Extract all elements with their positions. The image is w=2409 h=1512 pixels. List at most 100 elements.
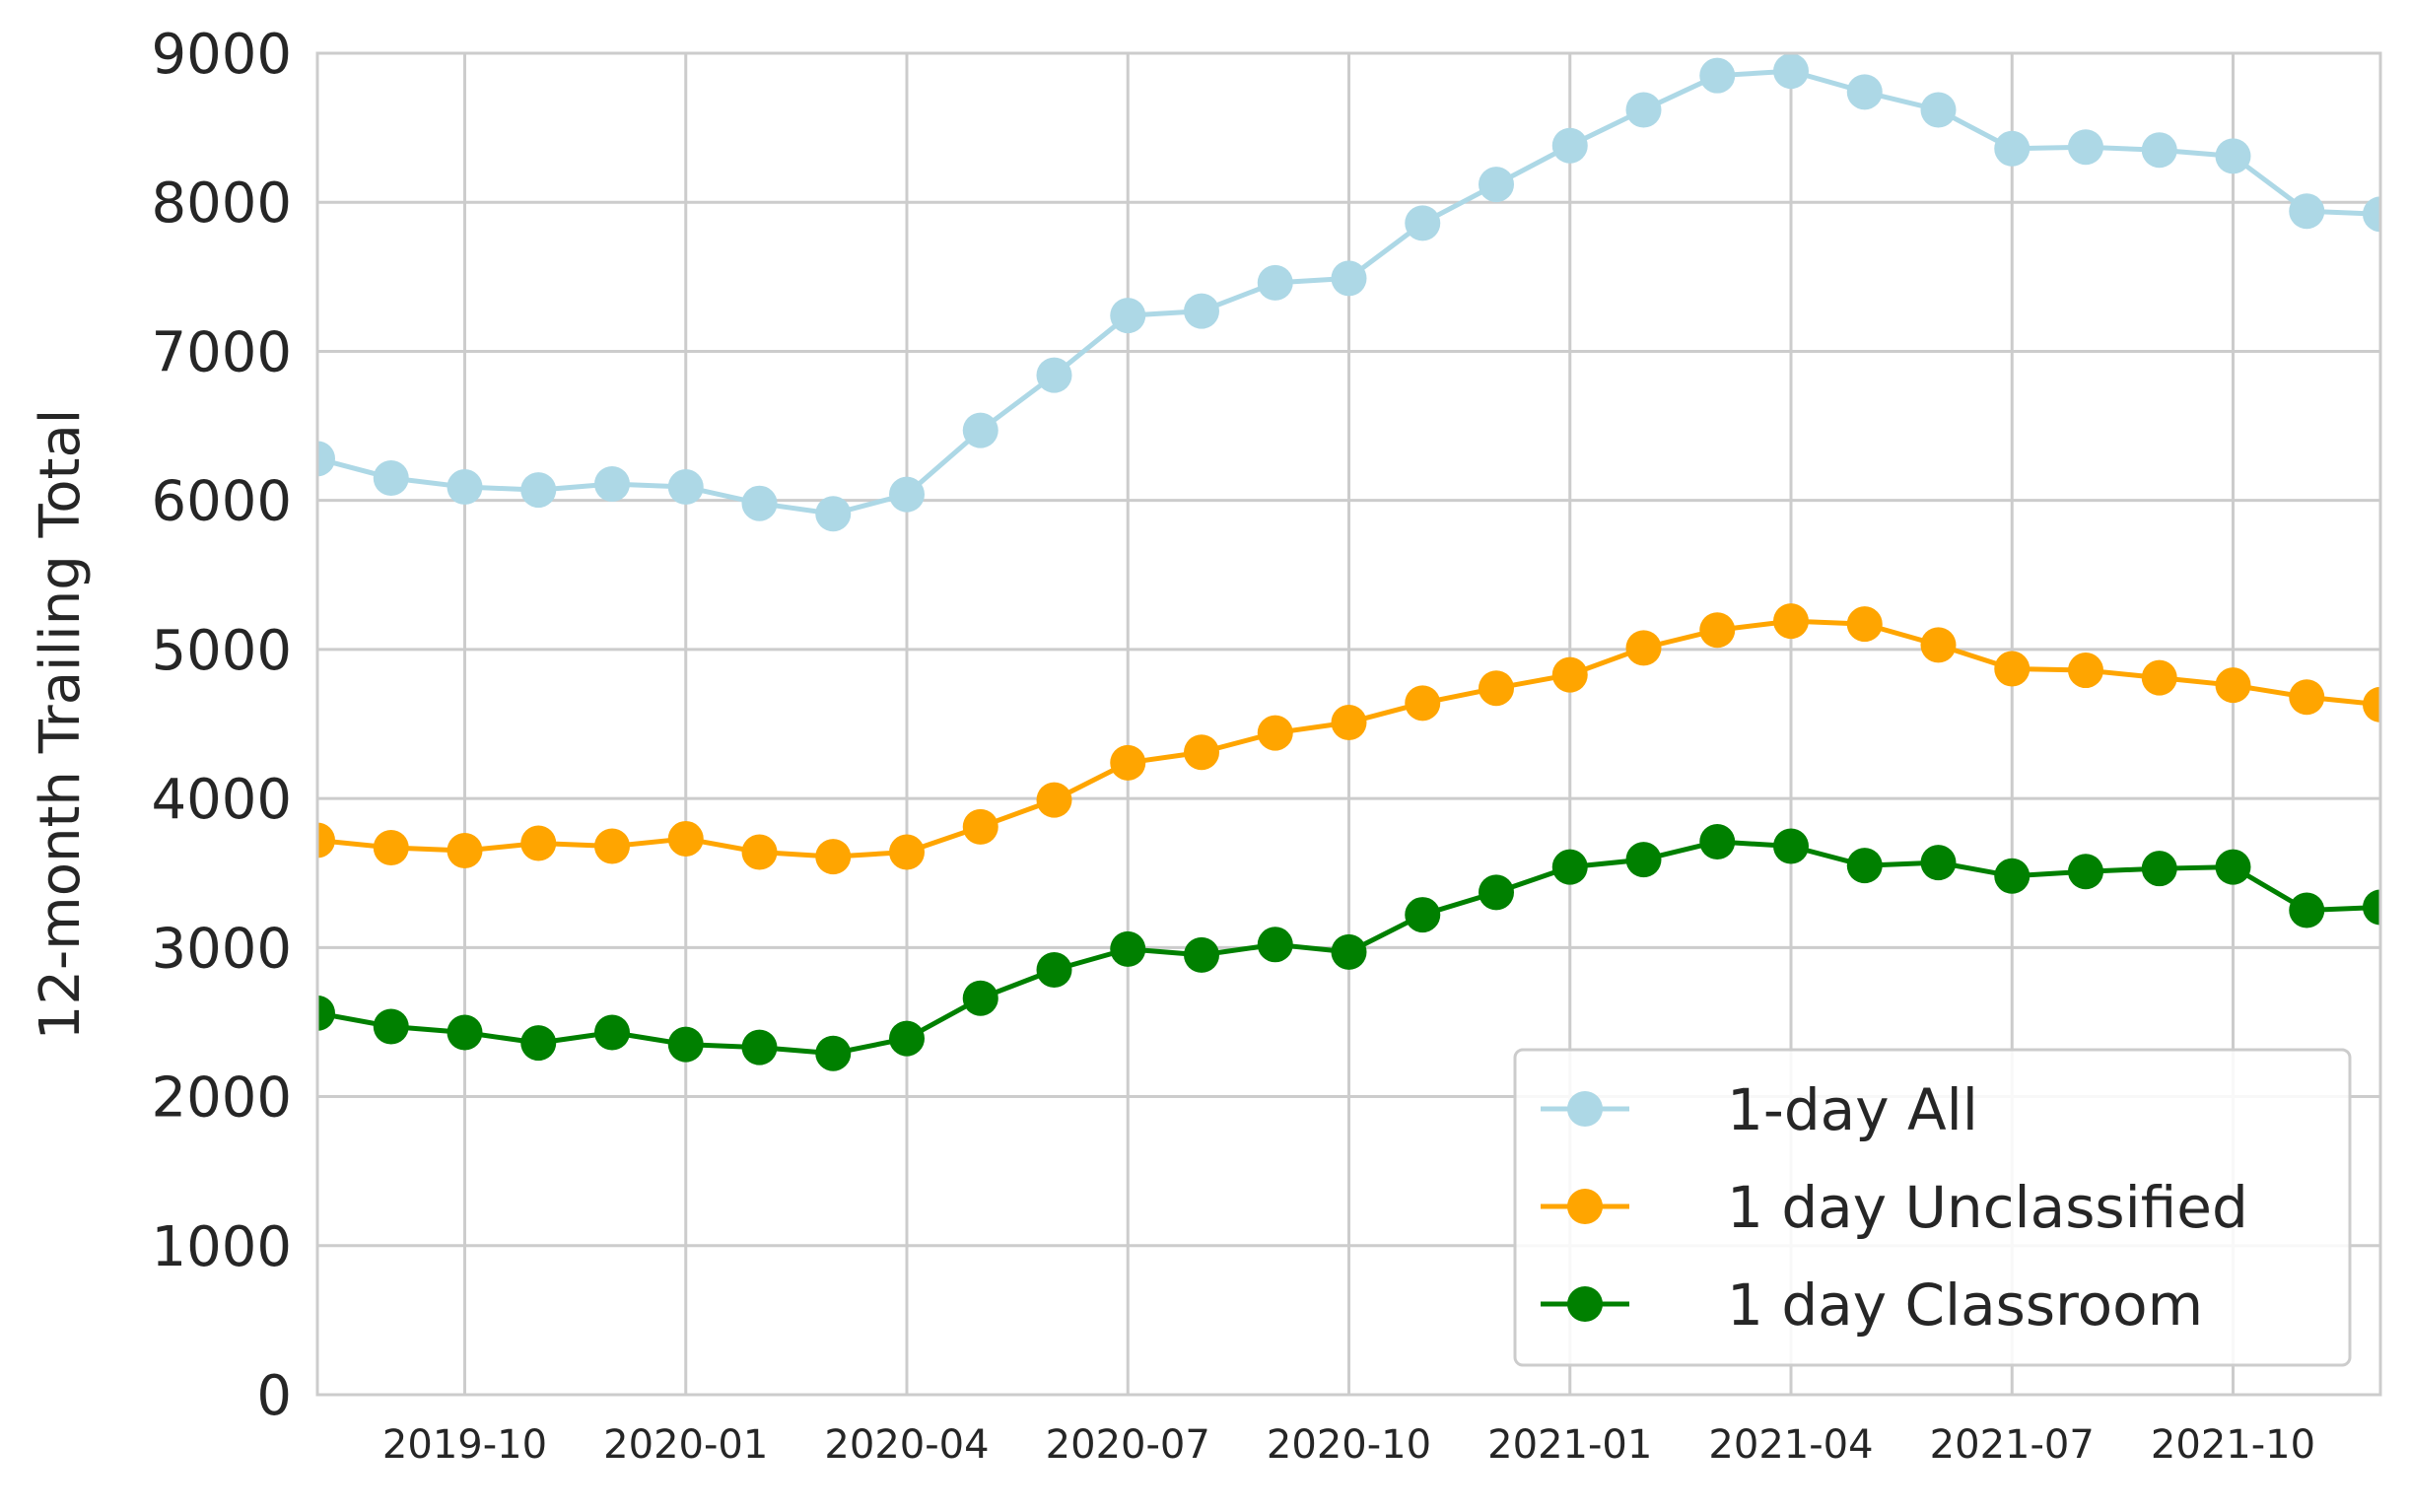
data-point bbox=[815, 839, 852, 875]
x-tick-label: 2021-07 bbox=[1930, 1422, 2095, 1468]
data-point bbox=[1331, 260, 1367, 297]
legend-label: 1-day All bbox=[1727, 1076, 1978, 1143]
legend-marker bbox=[1567, 1091, 1603, 1127]
data-point bbox=[1405, 685, 1441, 722]
y-tick-label: 2000 bbox=[151, 1066, 292, 1131]
x-tick-label: 2021-01 bbox=[1487, 1422, 1652, 1468]
data-point bbox=[1625, 92, 1662, 128]
data-point bbox=[667, 469, 704, 506]
axis-ticks: 0 1000 2000 3000 4000 5000 6000 7000 8000 9000 201… bbox=[151, 23, 2315, 1468]
data-point bbox=[1846, 74, 1883, 110]
data-point bbox=[1479, 874, 1514, 911]
data-point bbox=[1699, 823, 1736, 859]
data-point bbox=[447, 469, 483, 506]
plot-frame bbox=[315, 51, 2382, 1397]
data-point bbox=[1920, 627, 1957, 663]
data-point bbox=[520, 1025, 557, 1062]
legend-entry: 1-day All bbox=[1541, 1076, 1978, 1143]
data-point bbox=[1773, 603, 1809, 640]
data-point bbox=[1405, 205, 1441, 241]
data-point bbox=[2363, 196, 2380, 233]
data-point bbox=[1625, 842, 1662, 878]
data-point bbox=[667, 1026, 704, 1063]
data-point bbox=[317, 822, 335, 859]
data-point bbox=[1846, 606, 1883, 643]
y-tick-label: 3000 bbox=[151, 917, 292, 981]
data-point bbox=[1920, 92, 1957, 128]
data-point bbox=[594, 1014, 630, 1051]
data-point bbox=[741, 485, 778, 521]
x-tick-label: 2020-01 bbox=[603, 1422, 768, 1468]
data-point bbox=[447, 833, 483, 869]
data-point bbox=[2289, 892, 2325, 928]
data-point bbox=[2141, 659, 2177, 696]
data-point bbox=[1479, 167, 1514, 203]
series-1 bbox=[317, 53, 2380, 532]
data-point bbox=[2068, 653, 2103, 689]
y-axis-label: 12-month Trailing Total bbox=[29, 409, 93, 1041]
data-point bbox=[1036, 782, 1072, 818]
data-point bbox=[373, 459, 409, 496]
data-point bbox=[1479, 670, 1514, 707]
data-point bbox=[2289, 679, 2325, 716]
data-point bbox=[1257, 715, 1293, 751]
legend-entry: 1 day Classroom bbox=[1541, 1271, 2203, 1339]
data-point bbox=[2068, 854, 2103, 890]
data-point bbox=[1994, 858, 2030, 894]
data-point bbox=[373, 830, 409, 866]
x-tick-label: 2020-07 bbox=[1046, 1422, 1210, 1468]
data-point bbox=[1773, 828, 1809, 864]
data-point bbox=[962, 808, 998, 845]
data-point bbox=[1257, 927, 1293, 963]
data-point bbox=[1184, 936, 1219, 973]
data-point bbox=[1551, 656, 1588, 693]
data-point bbox=[1184, 293, 1219, 329]
data-point bbox=[2141, 132, 2177, 169]
data-point bbox=[2363, 889, 2380, 926]
x-tick-label: 2021-04 bbox=[1708, 1422, 1873, 1468]
data-point bbox=[1036, 952, 1072, 989]
data-point bbox=[889, 834, 925, 870]
data-point bbox=[1773, 53, 1809, 90]
x-tick-label: 2021-10 bbox=[2151, 1422, 2315, 1468]
data-series bbox=[317, 53, 2380, 1071]
y-tick-label: 7000 bbox=[151, 320, 292, 384]
data-point bbox=[741, 834, 778, 870]
series-3 bbox=[317, 823, 2380, 1071]
y-tick-label: 6000 bbox=[151, 470, 292, 534]
data-point bbox=[1920, 845, 1957, 881]
data-point bbox=[317, 995, 335, 1031]
data-point bbox=[1405, 897, 1441, 933]
data-point bbox=[889, 476, 925, 513]
data-point bbox=[317, 441, 335, 477]
data-point bbox=[667, 820, 704, 857]
data-point bbox=[2141, 851, 2177, 887]
legend-label: 1 day Classroom bbox=[1727, 1271, 2203, 1339]
y-tick-label: 8000 bbox=[151, 172, 292, 236]
data-point bbox=[2289, 193, 2325, 230]
data-point bbox=[1699, 612, 1736, 649]
legend-entry: 1 day Unclassified bbox=[1541, 1174, 2248, 1241]
data-point bbox=[741, 1029, 778, 1065]
data-point bbox=[594, 828, 630, 864]
data-point bbox=[1994, 651, 2030, 687]
data-point bbox=[815, 496, 852, 532]
x-tick-label: 2020-04 bbox=[824, 1422, 989, 1468]
data-point bbox=[1551, 849, 1588, 885]
data-point bbox=[1625, 630, 1662, 666]
data-point bbox=[520, 472, 557, 509]
data-point bbox=[2068, 129, 2103, 166]
series-2 bbox=[317, 603, 2380, 875]
data-point bbox=[1331, 933, 1367, 970]
data-point bbox=[520, 825, 557, 861]
data-point bbox=[962, 412, 998, 448]
y-tick-label: 4000 bbox=[151, 768, 292, 832]
data-point bbox=[1110, 744, 1146, 781]
data-point bbox=[1846, 848, 1883, 884]
legend-label: 1 day Unclassified bbox=[1727, 1174, 2248, 1241]
data-point bbox=[447, 1014, 483, 1051]
y-tick-label: 0 bbox=[256, 1364, 292, 1428]
data-point bbox=[1551, 127, 1588, 164]
